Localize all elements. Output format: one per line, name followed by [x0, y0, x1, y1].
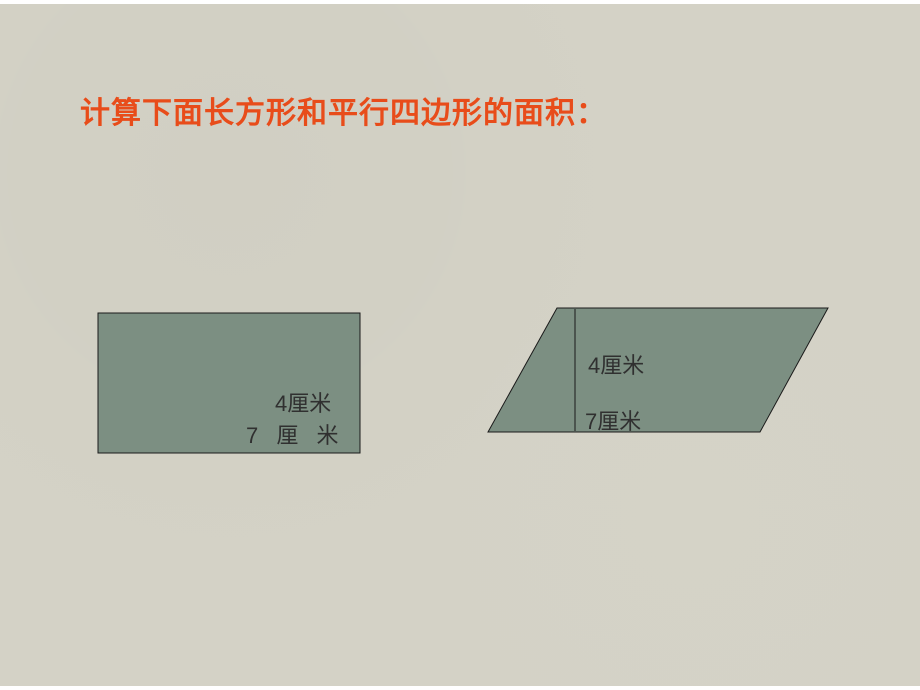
rectangle-width-label: 7 厘 米 [246, 418, 344, 450]
parallelogram-shape [488, 308, 828, 432]
rectangle-height-label: 4厘米 [275, 386, 331, 418]
parallelogram-height-label: 4厘米 [588, 348, 644, 380]
shapes-diagram [0, 0, 920, 690]
parallelogram-base-label: 7厘米 [585, 404, 641, 436]
